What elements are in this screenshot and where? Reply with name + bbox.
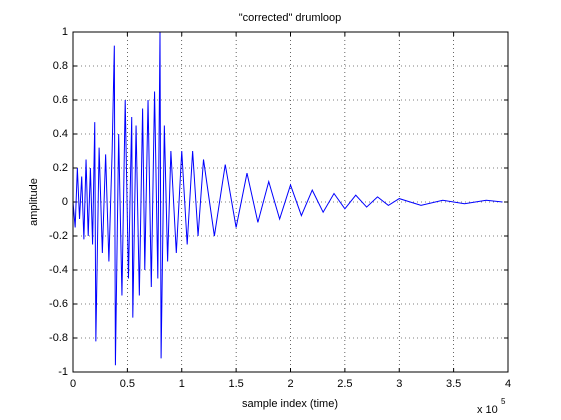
y-tick-label: 0.8 xyxy=(53,60,68,72)
chart-title: "corrected" drumloop xyxy=(239,12,342,24)
y-tick-label: -0.8 xyxy=(49,332,68,344)
y-tick-label: 0.6 xyxy=(53,94,68,106)
x-tick-label: 0.5 xyxy=(120,378,135,390)
y-tick-label: 0.4 xyxy=(53,128,68,140)
x-tick-label: 1 xyxy=(179,378,185,390)
x-tick-label: 2 xyxy=(287,378,293,390)
x-tick-label: 4 xyxy=(505,378,511,390)
y-tick-label: -0.2 xyxy=(49,230,68,242)
y-tick-label: 0 xyxy=(62,196,68,208)
x-tick-label: 1.5 xyxy=(228,378,243,390)
y-tick-label: -0.6 xyxy=(49,298,68,310)
x-axis-label: sample index (time) xyxy=(242,398,338,410)
x-scale-exponent: 5 xyxy=(501,397,506,406)
x-tick-label: 0 xyxy=(70,378,76,390)
y-tick-label: -1 xyxy=(58,366,68,378)
axes-box xyxy=(72,31,509,373)
x-scale-base: x 10 xyxy=(477,404,498,416)
x-tick-label: 3 xyxy=(396,378,402,390)
y-tick-label: 1 xyxy=(62,26,68,38)
x-tick-label: 2.5 xyxy=(337,378,352,390)
y-tick-label: -0.4 xyxy=(49,264,68,276)
x-tick-label: 3.5 xyxy=(446,378,461,390)
y-tick-label: 0.2 xyxy=(53,162,68,174)
y-axis-label: amplitude xyxy=(28,178,40,226)
